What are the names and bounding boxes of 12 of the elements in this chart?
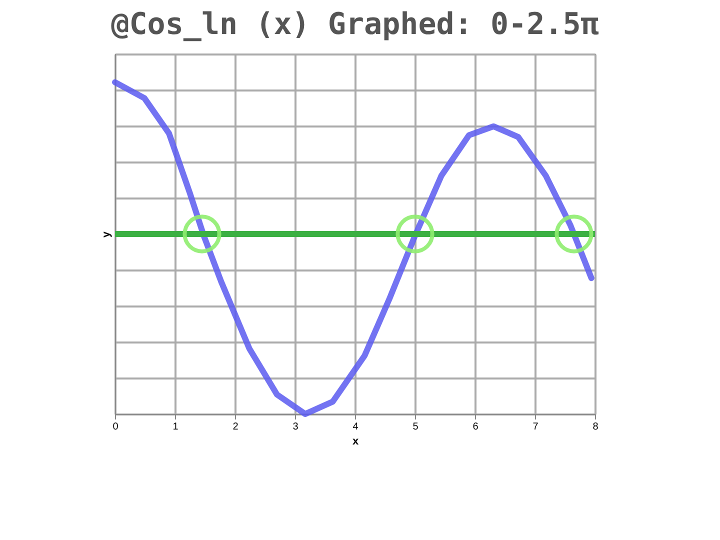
x-tick-label: 0 [112,422,119,432]
chart-title: @Cos_ln (x) Graphed: 0-2.5π [111,7,599,42]
x-tick-label: 3 [292,422,299,432]
x-tick-label: 4 [352,422,359,432]
x-tick-label: 5 [412,422,419,432]
x-tick-label: 7 [532,422,539,432]
y-axis-title: y [100,230,112,238]
x-tick-label: 1 [172,422,179,432]
x-tick-label: 8 [592,422,599,432]
x-axis-title: x [352,436,360,448]
x-tick-label: 6 [472,422,479,432]
x-tick-label: 2 [232,422,239,432]
